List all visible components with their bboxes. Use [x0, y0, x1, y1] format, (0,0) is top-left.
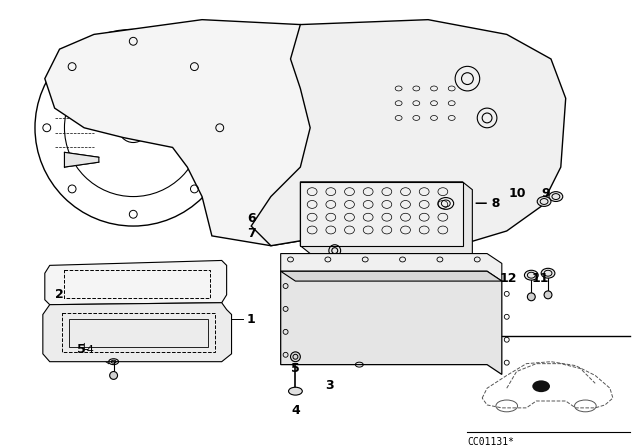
Polygon shape: [281, 271, 502, 375]
Polygon shape: [281, 254, 502, 281]
Polygon shape: [300, 182, 472, 254]
Ellipse shape: [109, 371, 118, 379]
Bar: [300, 182, 463, 246]
Ellipse shape: [544, 291, 552, 299]
Text: 3: 3: [326, 379, 334, 392]
Ellipse shape: [537, 197, 551, 207]
Text: 7: 7: [248, 228, 256, 241]
Text: 9: 9: [541, 187, 550, 200]
Bar: [69, 319, 208, 347]
Bar: [63, 313, 215, 352]
Bar: [65, 270, 210, 298]
Polygon shape: [252, 20, 566, 250]
Ellipse shape: [291, 352, 300, 362]
Text: 5: 5: [77, 343, 86, 357]
Polygon shape: [65, 152, 99, 167]
Text: 12: 12: [499, 271, 516, 284]
Ellipse shape: [524, 270, 538, 280]
Text: 5: 5: [291, 362, 300, 375]
Text: CC01131*: CC01131*: [467, 437, 515, 448]
Ellipse shape: [549, 192, 563, 202]
Text: 11: 11: [531, 271, 549, 284]
Polygon shape: [281, 271, 502, 281]
Text: └4: └4: [80, 345, 94, 355]
Text: 2: 2: [55, 289, 64, 302]
Text: — 8: — 8: [476, 197, 500, 210]
Polygon shape: [45, 20, 448, 246]
Polygon shape: [45, 260, 227, 305]
Polygon shape: [43, 303, 232, 362]
Text: 6: 6: [248, 212, 256, 225]
Text: 4: 4: [291, 405, 300, 418]
Ellipse shape: [527, 293, 535, 301]
Text: 10: 10: [509, 187, 526, 200]
Ellipse shape: [541, 268, 555, 278]
Text: 1: 1: [246, 313, 255, 326]
Ellipse shape: [289, 387, 302, 395]
Ellipse shape: [532, 380, 550, 392]
